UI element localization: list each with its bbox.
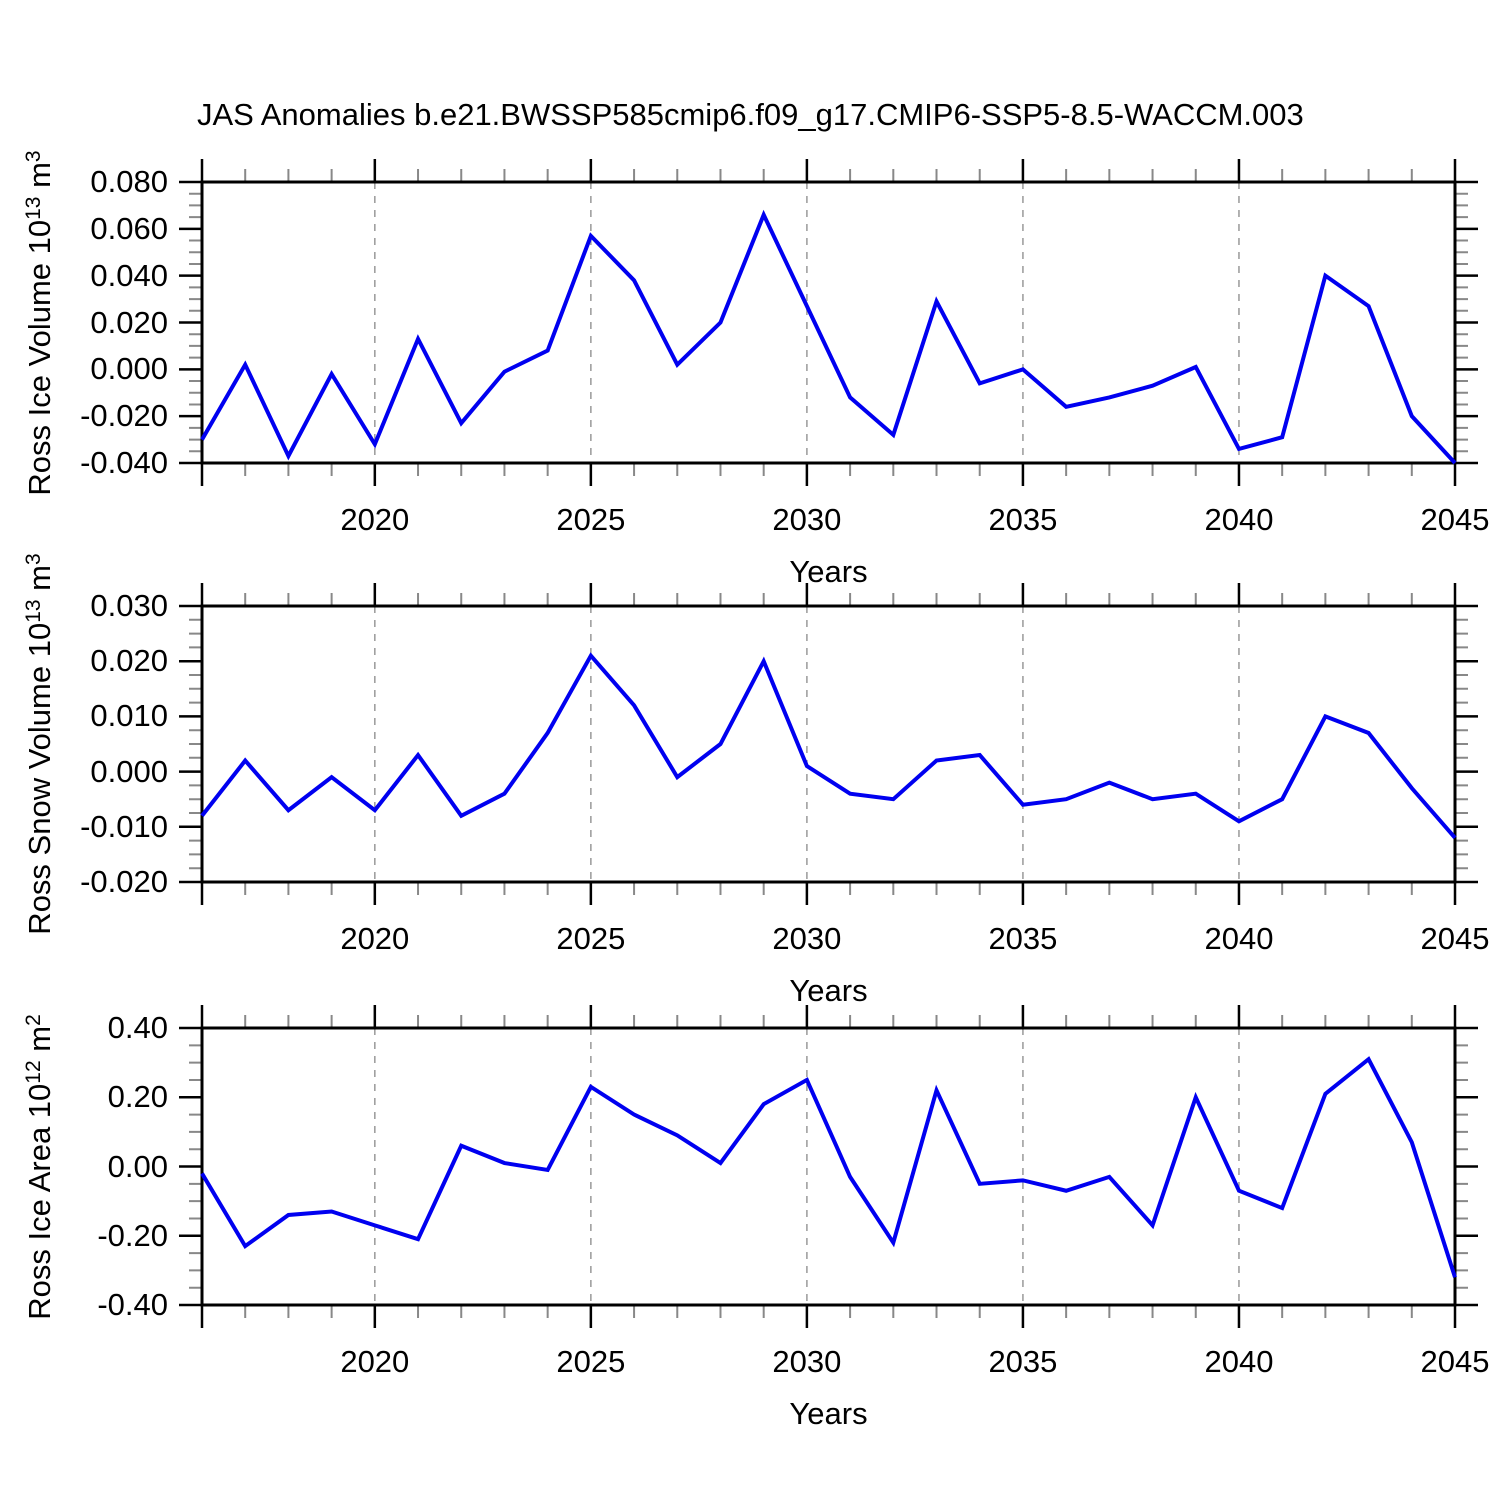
y-tick-label: -0.20 <box>97 1217 168 1253</box>
x-tick-label: 2020 <box>340 1344 410 1379</box>
x-tick-label: 2020 <box>340 921 410 956</box>
y-tick-label: -0.020 <box>80 398 168 434</box>
plot-border-ross-ice-volume <box>200 180 1457 465</box>
y-tick-label: 0.060 <box>90 210 168 246</box>
y-tick-label: 0.20 <box>107 1079 168 1115</box>
y-axis-label-superscript: 12 <box>22 1059 45 1084</box>
y-tick-label: 0.40 <box>107 1010 168 1045</box>
data-line-ross-ice-volume <box>200 209 1457 465</box>
y-axis-label-superscript: 13 <box>22 599 45 623</box>
x-tick-label: 2030 <box>772 502 842 537</box>
x-axis-label: Years <box>789 554 868 589</box>
y-tick-label: 0.000 <box>90 351 168 387</box>
y-tick-label: 0.080 <box>90 164 168 199</box>
figure-title: JAS Anomalies b.e21.BWSSP585cmip6.f09_g1… <box>197 97 1304 132</box>
y-axis-label-superscript: 3 <box>22 149 45 162</box>
y-tick-label: 0.000 <box>90 753 168 789</box>
y-tick-label: -0.040 <box>80 445 168 480</box>
y-axis-label-text: m <box>22 564 57 600</box>
y-tick-label: 0.010 <box>90 698 168 734</box>
y-tick-label: 0.00 <box>107 1148 168 1184</box>
y-axis-label-text: m <box>22 1025 57 1060</box>
x-tick-label: 2020 <box>340 502 410 537</box>
minor-ticks <box>189 593 1468 895</box>
y-axis-label: Ross Ice Volume 1013 m3 <box>22 150 58 495</box>
major-ticks <box>179 1005 1478 1328</box>
plot-border-ross-ice-area <box>200 1026 1457 1307</box>
x-gridlines <box>374 1028 1240 1305</box>
x-tick-label: 2045 <box>1420 1344 1490 1379</box>
x-tick-label: 2025 <box>556 921 626 956</box>
x-tick-label: 2045 <box>1420 921 1490 956</box>
y-tick-label: 0.020 <box>90 304 168 340</box>
y-axis-label: Ross Ice Area 1012 m2 <box>22 1014 58 1320</box>
data-line-ross-snow-volume <box>200 652 1457 840</box>
y-axis-label-superscript: 3 <box>22 553 45 565</box>
data-line-ross-ice-area <box>200 1056 1457 1278</box>
y-tick-label: 0.040 <box>90 257 168 293</box>
x-tick-label: 2030 <box>772 921 842 956</box>
y-tick-label: 0.030 <box>90 588 168 623</box>
y-tick-label: 0.020 <box>90 643 168 679</box>
x-tick-label: 2025 <box>556 502 626 537</box>
y-tick-label: -0.010 <box>80 808 168 844</box>
x-tick-label: 2025 <box>556 1344 626 1379</box>
x-tick-label: 2035 <box>988 1344 1058 1379</box>
major-ticks <box>179 159 1478 486</box>
y-tick-label: -0.020 <box>80 864 168 899</box>
y-axis-label-text: Ross Ice Volume 10 <box>22 219 57 496</box>
x-gridlines <box>374 606 1240 882</box>
x-tick-label: 2040 <box>1204 1344 1274 1379</box>
plot-border-ross-snow-volume <box>200 604 1457 884</box>
x-tick-label: 2035 <box>988 502 1058 537</box>
y-axis-label: Ross Snow Volume 1013 m3 <box>22 553 58 934</box>
major-ticks <box>179 583 1478 905</box>
x-tick-label: 2035 <box>988 921 1058 956</box>
x-tick-label: 2030 <box>772 1344 842 1379</box>
y-axis-label-text: m <box>22 161 57 197</box>
x-axis-label: Years <box>789 973 868 1008</box>
x-axis-label: Years <box>789 1396 868 1431</box>
x-tick-label: 2040 <box>1204 921 1274 956</box>
y-axis-label-superscript: 2 <box>22 1013 45 1026</box>
x-tick-label: 2040 <box>1204 502 1274 537</box>
minor-ticks <box>189 1015 1468 1318</box>
x-tick-label: 2045 <box>1420 502 1490 537</box>
y-axis-label-text: Ross Snow Volume 10 <box>22 622 57 935</box>
minor-ticks <box>189 169 1468 476</box>
y-tick-label: -0.40 <box>97 1287 168 1322</box>
y-axis-label-text: Ross Ice Area 10 <box>22 1083 57 1320</box>
y-axis-label-superscript: 13 <box>22 196 45 220</box>
x-gridlines <box>374 182 1240 463</box>
